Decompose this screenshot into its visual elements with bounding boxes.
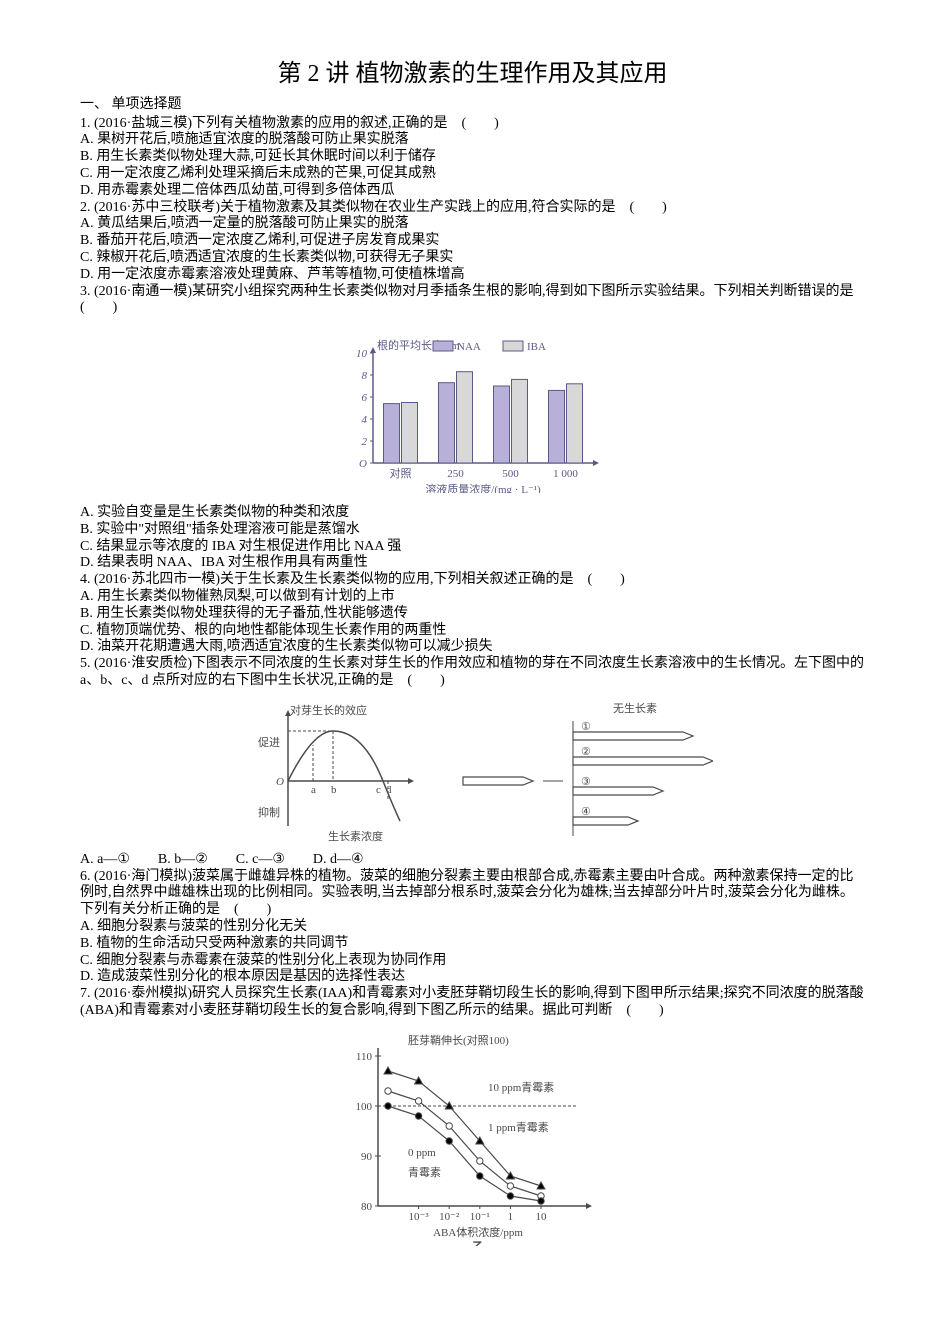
svg-text:乙: 乙: [472, 1240, 483, 1246]
svg-text:NAA: NAA: [457, 341, 481, 353]
q1-opt-c: C. 用一定浓度乙烯利处理采摘后未成熟的芒果,可促其成熟: [80, 166, 865, 183]
svg-text:0 ppm: 0 ppm: [408, 1147, 436, 1159]
figure-dose-response: 对芽生长的效应促进抑制 O 生长素浓度 a b cd 无生长素 ① ② ③ ④: [80, 696, 865, 846]
svg-text:1 000: 1 000: [553, 468, 578, 480]
svg-text:1: 1: [507, 1211, 513, 1223]
q7-stem: 7. (2016·泰州模拟)研究人员探究生长素(IAA)和青霉素对小麦胚芽鞘切段…: [80, 986, 865, 1020]
svg-text:2: 2: [361, 436, 367, 448]
q1-opt-d: D. 用赤霉素处理二倍体西瓜幼苗,可得到多倍体西瓜: [80, 183, 865, 200]
q4-opt-c: C. 植物顶端优势、根的向地性都能体现生长素作用的两重性: [80, 623, 865, 640]
q1-stem: 1. (2016·盐城三模)下列有关植物激素的应用的叙述,正确的是 ( ): [80, 116, 865, 133]
q6-opt-c: C. 细胞分裂素与赤霉素在菠菜的性别分化上表现为协同作用: [80, 953, 865, 970]
svg-text:生长素浓度: 生长素浓度: [328, 829, 383, 843]
svg-text:250: 250: [447, 468, 464, 480]
svg-text:4: 4: [361, 414, 367, 426]
q6-opt-b: B. 植物的生命活动只受两种激素的共同调节: [80, 936, 865, 953]
q2-opt-a: A. 黄瓜结果后,喷洒一定量的脱落酸可防止果实的脱落: [80, 216, 865, 233]
svg-text:③: ③: [581, 776, 591, 788]
q2-opt-b: B. 番茄开花后,喷洒一定浓度乙烯利,可促进子房发育成果实: [80, 233, 865, 250]
svg-text:10⁻²: 10⁻²: [439, 1211, 460, 1223]
svg-text:O: O: [276, 776, 284, 788]
svg-text:青霉素: 青霉素: [408, 1166, 441, 1179]
q3-opt-c: C. 结果显示等浓度的 IBA 对生根促进作用比 NAA 强: [80, 539, 865, 556]
svg-text:溶液质量浓度/(mg · L⁻¹): 溶液质量浓度/(mg · L⁻¹): [425, 482, 541, 493]
q6-opt-d: D. 造成菠菜性别分化的根本原因是基因的选择性表达: [80, 969, 865, 986]
q4-opt-a: A. 用生长素类似物催熟凤梨,可以做到有计划的上市: [80, 589, 865, 606]
q6-stem: 6. (2016·海门模拟)菠菜属于雌雄异株的植物。菠菜的细胞分裂素主要由根部合…: [80, 869, 865, 919]
q1-opt-b: B. 用生长素类似物处理大蒜,可延长其休眠时间以利于储存: [80, 149, 865, 166]
svg-text:促进: 促进: [258, 735, 280, 749]
section-heading: 一、 单项选择题: [80, 97, 865, 114]
svg-text:②: ②: [581, 746, 591, 758]
svg-text:8: 8: [361, 370, 367, 382]
svg-text:10: 10: [356, 348, 368, 360]
figure-bar-chart: 246810O根的平均长度/cmNAAIBA对照2505001 000溶液质量浓…: [80, 323, 865, 499]
svg-text:500: 500: [502, 468, 519, 480]
svg-text:对照: 对照: [389, 466, 411, 480]
svg-text:无生长素: 无生长素: [613, 701, 657, 715]
svg-text:80: 80: [361, 1201, 373, 1213]
svg-text:ABA体积浓度/ppm: ABA体积浓度/ppm: [433, 1225, 523, 1239]
svg-text:O: O: [359, 458, 367, 470]
q6-opt-a: A. 细胞分裂素与菠菜的性别分化无关: [80, 919, 865, 936]
svg-text:对芽生长的效应: 对芽生长的效应: [290, 703, 367, 717]
q5-stem: 5. (2016·淮安质检)下图表示不同浓度的生长素对芽生长的作用效应和植物的芽…: [80, 656, 865, 690]
q4-opt-d: D. 油菜开花期遭遇大雨,喷洒适宜浓度的生长素类似物可以减少损失: [80, 639, 865, 656]
q2-opt-c: C. 辣椒开花后,喷洒适宜浓度的生长素类似物,可获得无子果实: [80, 250, 865, 267]
svg-text:胚芽鞘伸长(对照100): 胚芽鞘伸长(对照100): [408, 1033, 509, 1047]
svg-text:b: b: [331, 784, 337, 796]
q3-stem: 3. (2016·南通一模)某研究小组探究两种生长素类似物对月季插条生根的影响,…: [80, 284, 865, 318]
svg-text:d: d: [386, 784, 392, 796]
svg-text:90: 90: [361, 1151, 373, 1163]
svg-text:10 ppm青霉素: 10 ppm青霉素: [488, 1081, 554, 1094]
svg-text:IBA: IBA: [527, 341, 546, 353]
q4-opt-b: B. 用生长素类似物处理获得的无子番茄,性状能够遗传: [80, 606, 865, 623]
svg-text:100: 100: [355, 1101, 372, 1113]
svg-text:c: c: [376, 784, 381, 796]
q1-opt-a: A. 果树开花后,喷施适宜浓度的脱落酸可防止果实脱落: [80, 132, 865, 149]
q3-opt-d: D. 结果表明 NAA、IBA 对生根作用具有两重性: [80, 555, 865, 572]
svg-text:①: ①: [581, 721, 591, 733]
page-title: 第 2 讲 植物激素的生理作用及其应用: [80, 60, 865, 89]
q2-opt-d: D. 用一定浓度赤霉素溶液处理黄麻、芦苇等植物,可使植株增高: [80, 267, 865, 284]
q3-opt-b: B. 实验中"对照组"插条处理溶液可能是蒸馏水: [80, 522, 865, 539]
q4-stem: 4. (2016·苏北四市一模)关于生长素及生长素类似物的应用,下列相关叙述正确…: [80, 572, 865, 589]
q2-stem: 2. (2016·苏中三校联考)关于植物激素及其类似物在农业生产实践上的应用,符…: [80, 200, 865, 217]
svg-text:a: a: [311, 784, 316, 796]
q5-opts: A. a—① B. b—② C. c—③ D. d—④: [80, 852, 865, 869]
svg-text:1 ppm青霉素: 1 ppm青霉素: [488, 1121, 549, 1134]
figure-line-chart: 809010011010⁻³10⁻²10⁻¹110胚芽鞘伸长(对照100)ABA…: [80, 1026, 865, 1252]
svg-text:110: 110: [355, 1051, 372, 1063]
svg-text:④: ④: [581, 806, 591, 818]
svg-text:6: 6: [361, 392, 367, 404]
svg-text:10⁻¹: 10⁻¹: [469, 1211, 489, 1223]
q3-opt-a: A. 实验自变量是生长素类似物的种类和浓度: [80, 505, 865, 522]
svg-text:10⁻³: 10⁻³: [408, 1211, 429, 1223]
svg-text:抑制: 抑制: [258, 805, 280, 819]
svg-text:10: 10: [535, 1211, 547, 1223]
